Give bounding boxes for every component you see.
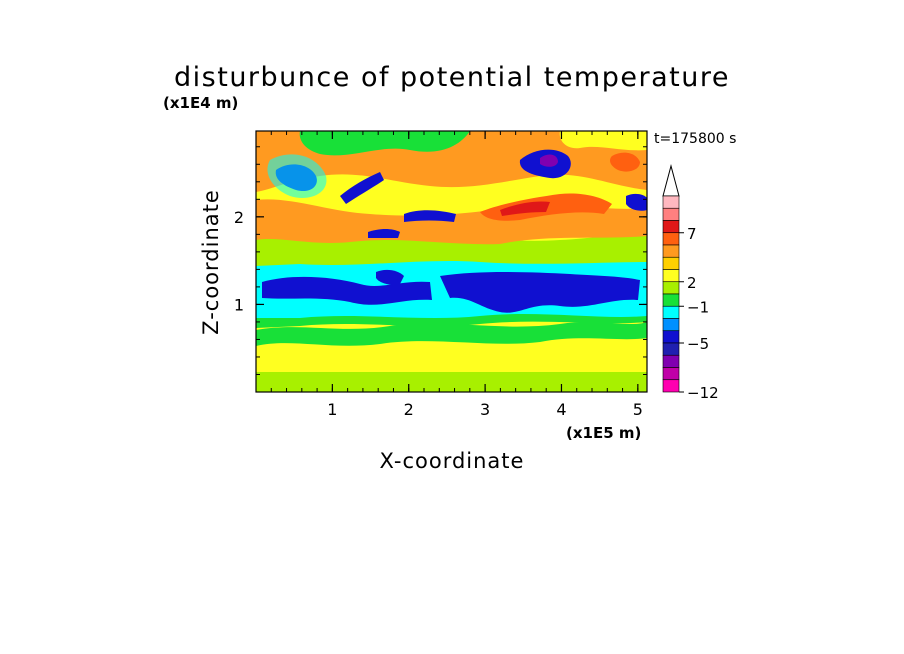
legend-swatch — [662, 269, 680, 283]
legend-arrow — [662, 164, 680, 197]
x-tick-label: 4 — [556, 400, 566, 419]
patch-blue-right — [626, 193, 647, 211]
legend-swatch — [662, 281, 680, 295]
legend-swatch — [662, 342, 680, 356]
patch-red-topright — [610, 152, 640, 172]
band-surface — [256, 372, 647, 392]
blob-blue-small — [376, 269, 404, 285]
legend-swatch — [662, 367, 680, 381]
legend-label: −5 — [687, 335, 709, 353]
legend-swatch — [662, 256, 680, 270]
streak-red-core — [500, 201, 550, 216]
legend-label: −12 — [687, 384, 719, 402]
legend-swatch — [662, 232, 680, 246]
y-tick-label: 1 — [234, 295, 244, 314]
top-green-patch — [299, 131, 470, 156]
legend-swatch — [662, 244, 680, 258]
time-label: t=175800 s — [654, 131, 736, 147]
y-axis: 12 — [234, 146, 647, 375]
blob-purple-topright — [540, 154, 558, 167]
x-axis-title: X-coordinate — [380, 449, 525, 473]
streak-blue-1 — [340, 172, 384, 204]
plot-frame — [255, 130, 648, 393]
blob-cyan-topleft — [267, 154, 327, 198]
y-tick-label: 2 — [234, 208, 244, 227]
y-axis-title: Z-coordinate — [199, 189, 223, 335]
y-unit-label: (x1E4 m) — [163, 94, 238, 112]
legend-swatch — [662, 354, 680, 368]
legend-swatch — [662, 305, 680, 319]
x-tick-label: 1 — [327, 400, 337, 419]
legend-swatch — [662, 318, 680, 332]
legend-label: 2 — [687, 274, 697, 292]
legend-swatch — [662, 293, 680, 307]
legend-swatch — [662, 207, 680, 221]
x-unit-label: (x1E5 m) — [566, 424, 641, 442]
chart-title: disturbunce of potential temperature — [174, 62, 730, 93]
legend-swatch — [662, 330, 680, 344]
blob-blue-mid — [440, 272, 640, 313]
x-axis: 1 2 3 4 5 — [270, 131, 643, 419]
contour-plot — [256, 131, 647, 392]
band-low-green — [256, 322, 647, 346]
legend-swatch — [662, 379, 680, 393]
legend-swatch — [662, 220, 680, 234]
color-legend: 7 2 −1 −5 −12 — [662, 164, 719, 402]
legend-label: −1 — [687, 298, 709, 316]
top-yellow-patch — [559, 131, 647, 151]
streak-blue-3 — [368, 229, 400, 238]
streak-blue-2 — [404, 210, 456, 222]
x-tick-label: 5 — [633, 400, 643, 419]
legend-label: 7 — [687, 225, 697, 243]
x-tick-label: 3 — [480, 400, 490, 419]
blob-blue-left — [262, 276, 432, 305]
legend-swatch — [662, 195, 680, 209]
x-tick-label: 2 — [404, 400, 414, 419]
